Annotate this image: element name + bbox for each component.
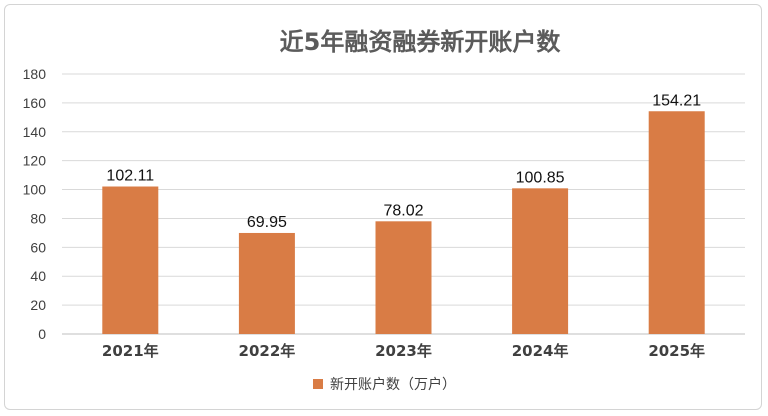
bars <box>102 111 705 334</box>
y-tick-label: 140 <box>23 124 47 140</box>
x-category-label: 2025年 <box>648 342 705 360</box>
data-label: 78.02 <box>383 202 423 219</box>
legend: 新开账户数（万户） <box>313 376 456 393</box>
x-category-label: 2024年 <box>512 342 569 360</box>
legend-swatch <box>313 379 323 389</box>
data-label: 102.11 <box>106 168 154 185</box>
y-tick-label: 120 <box>23 153 47 169</box>
data-label: 154.21 <box>652 92 701 109</box>
bar <box>102 186 159 334</box>
y-tick-label: 160 <box>23 95 47 111</box>
y-tick-label: 100 <box>23 182 47 198</box>
bar <box>375 221 432 334</box>
data-labels: 102.11 69.95 78.02 100.85 154.21 <box>106 92 701 231</box>
y-tick-label: 0 <box>38 326 46 342</box>
bar <box>648 111 705 334</box>
y-tick-label: 80 <box>30 210 46 226</box>
x-axis-categories: 2021年 2022年 2023年 2024年 2025年 <box>102 342 705 360</box>
legend-label: 新开账户数（万户） <box>330 376 456 393</box>
bar <box>512 188 569 334</box>
y-axis-ticks: 0 20 40 60 80 100 120 140 160 180 <box>23 66 47 342</box>
data-label: 100.85 <box>516 169 565 186</box>
x-category-label: 2022年 <box>239 342 296 360</box>
data-label: 69.95 <box>247 214 287 231</box>
bar <box>238 232 295 334</box>
y-tick-label: 40 <box>30 268 46 284</box>
x-category-label: 2023年 <box>375 342 432 360</box>
y-tick-label: 60 <box>30 239 46 255</box>
gridlines <box>62 73 745 335</box>
y-tick-label: 180 <box>23 66 47 82</box>
y-tick-label: 20 <box>30 297 46 313</box>
chart-title: 近5年融资融券新开账户数 <box>280 28 562 56</box>
x-category-label: 2021年 <box>102 342 159 360</box>
